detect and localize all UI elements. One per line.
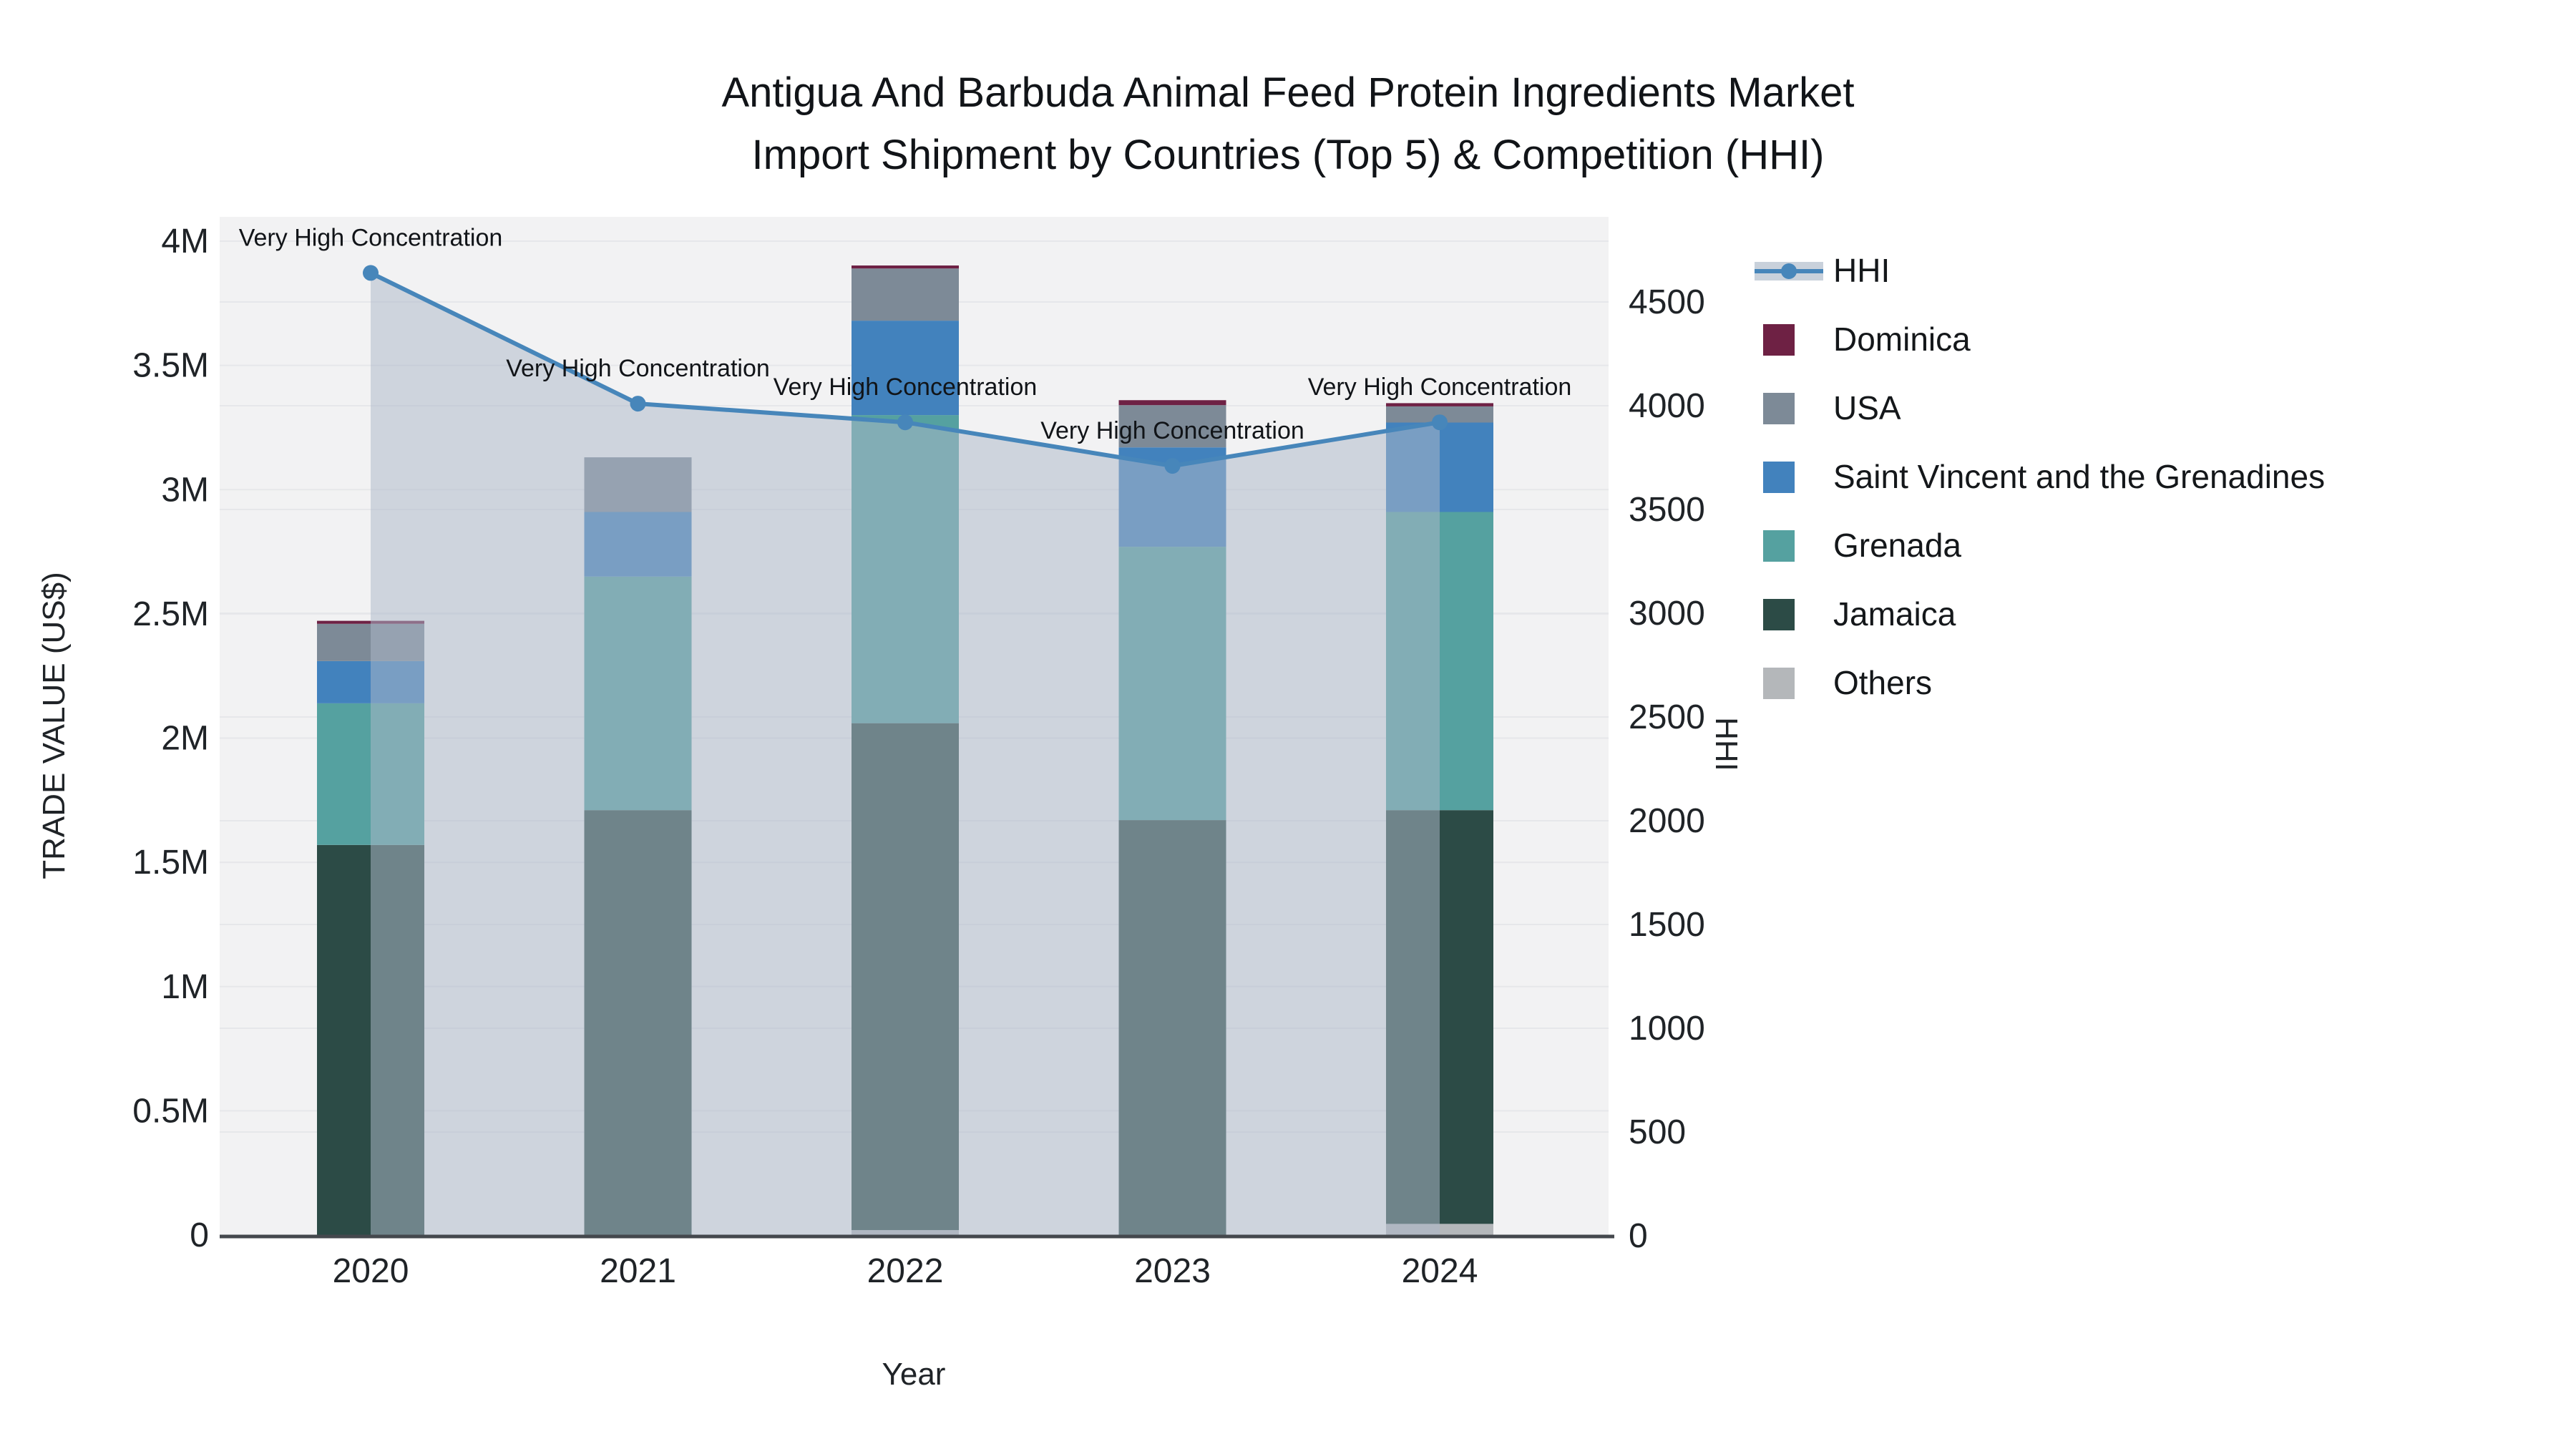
right-tick-4500: 4500 [1629, 283, 1705, 321]
legend-swatch-icon [1755, 665, 1823, 700]
x-tick-2022: 2022 [867, 1252, 944, 1290]
legend-item-usa[interactable]: USA [1755, 374, 2325, 442]
legend-label: Saint Vincent and the Grenadines [1833, 458, 2326, 495]
annotation-2024: Very High Concentration [1308, 374, 1572, 401]
legend-swatch-icon [1755, 459, 1823, 494]
legend-item-hhi[interactable]: HHI [1755, 236, 2325, 305]
chart-title-line1: Antigua And Barbuda Animal Feed Protein … [721, 69, 1855, 116]
legend-item-jamaica[interactable]: Jamaica [1755, 580, 2325, 648]
legend-label: Grenada [1833, 527, 1962, 564]
x-tick-2021: 2021 [600, 1252, 676, 1290]
left-tick-4M: 4M [161, 223, 209, 260]
left-tick-1.5M: 1.5M [132, 844, 209, 882]
legend-swatch-icon [1755, 597, 1823, 631]
hhi-marker-2024 [1432, 414, 1448, 431]
legend-item-others[interactable]: Others [1755, 648, 2325, 717]
color-swatch-icon [1763, 599, 1795, 630]
right-tick-500: 500 [1629, 1113, 1686, 1151]
legend-swatch-icon [1755, 528, 1823, 562]
annotation-2020: Very High Concentration [239, 224, 503, 251]
annotation-2022: Very High Concentration [774, 374, 1038, 401]
legend-swatch-icon [1755, 322, 1823, 356]
x-tick-2024: 2024 [1402, 1252, 1478, 1290]
x-axis-title: Year [882, 1357, 946, 1392]
legend-swatch-icon [1755, 391, 1823, 425]
hhi-marker-2021 [630, 396, 646, 412]
color-swatch-icon [1763, 462, 1795, 493]
x-tick-2023: 2023 [1134, 1252, 1211, 1290]
legend: HHI Dominica USA Saint Vincent and the Gren… [1755, 236, 2325, 717]
right-tick-2500: 2500 [1629, 698, 1705, 736]
right-axis-title: HHI [1709, 717, 1744, 771]
left-axis-title: TRADE VALUE (US$) [36, 572, 72, 879]
left-tick-0.5M: 0.5M [132, 1092, 209, 1130]
legend-item-dominica[interactable]: Dominica [1755, 305, 2325, 374]
bar-segment-dominica-2023 [1118, 400, 1226, 406]
annotation-2021: Very High Concentration [506, 355, 770, 382]
left-tick-3.5M: 3.5M [132, 347, 209, 385]
hhi-marker-2023 [1164, 458, 1181, 474]
annotation-2023: Very High Concentration [1040, 417, 1304, 444]
color-swatch-icon [1763, 393, 1795, 424]
x-tick-2020: 2020 [333, 1252, 409, 1290]
bar-segment-usa-2023 [1118, 405, 1226, 448]
legend-line-marker-icon [1755, 253, 1823, 288]
legend-label: Others [1833, 664, 1933, 701]
left-tick-3M: 3M [161, 471, 209, 509]
legend-label: Jamaica [1833, 595, 1956, 633]
right-tick-3500: 3500 [1629, 491, 1705, 529]
chart-title-line2: Import Shipment by Countries (Top 5) & C… [751, 132, 1825, 178]
color-swatch-icon [1763, 530, 1795, 562]
legend-item-grenada[interactable]: Grenada [1755, 511, 2325, 580]
hhi-marker-2022 [897, 414, 913, 431]
hhi-marker-icon [1781, 263, 1797, 279]
hhi-marker-2020 [363, 265, 379, 281]
left-tick-0: 0 [190, 1216, 209, 1254]
right-tick-4000: 4000 [1629, 387, 1705, 425]
bar-segment-usa-2022 [852, 268, 959, 321]
left-tick-2M: 2M [161, 720, 209, 758]
legend-label: USA [1833, 389, 1901, 426]
left-tick-1M: 1M [161, 968, 209, 1006]
bar-segment-dominica-2024 [1386, 403, 1493, 406]
hhi-area-fill [371, 273, 1440, 1235]
right-tick-3000: 3000 [1629, 595, 1705, 633]
right-tick-1000: 1000 [1629, 1010, 1705, 1048]
legend-label: Dominica [1833, 321, 1971, 358]
right-tick-1500: 1500 [1629, 906, 1705, 944]
color-swatch-icon [1763, 324, 1795, 356]
bar-segment-saint-vincent-and-the-grenadines-2022 [852, 321, 959, 416]
left-tick-2.5M: 2.5M [132, 595, 209, 633]
color-swatch-icon [1763, 668, 1795, 699]
right-tick-0: 0 [1629, 1217, 1648, 1255]
legend-label: HHI [1833, 252, 1890, 289]
bar-segment-dominica-2022 [852, 265, 959, 269]
right-tick-2000: 2000 [1629, 802, 1705, 840]
chart-title: Antigua And Barbuda Animal Feed Protein … [0, 62, 2576, 186]
legend-item-saint-vincent-and-the-grenadines[interactable]: Saint Vincent and the Grenadines [1755, 442, 2325, 511]
